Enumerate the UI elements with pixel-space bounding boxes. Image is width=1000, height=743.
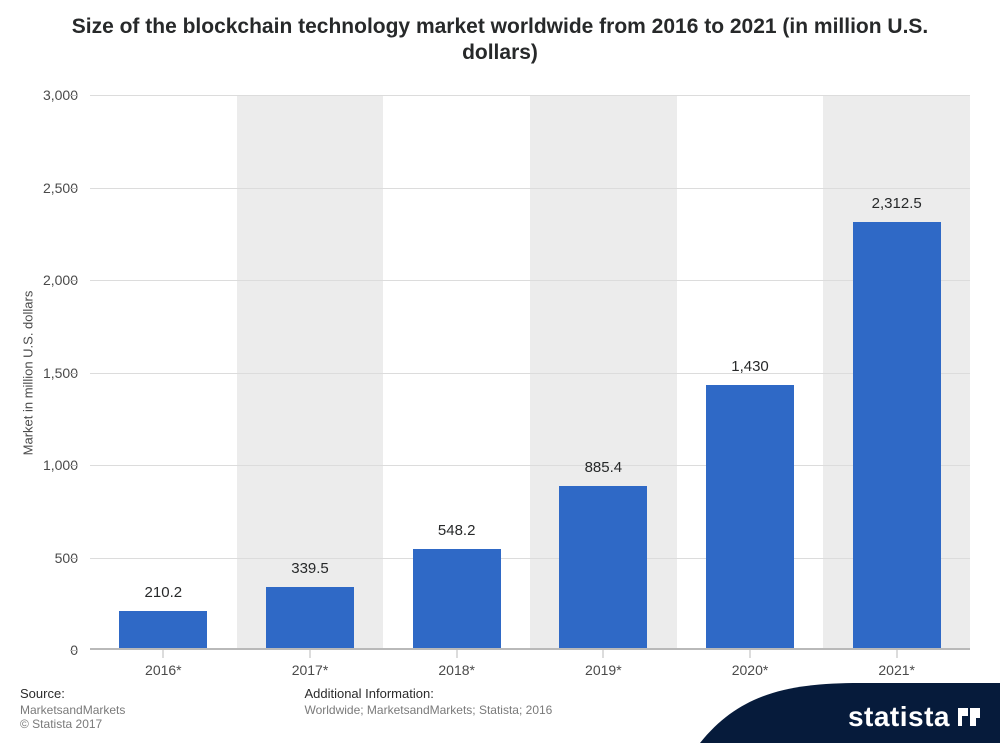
bar <box>413 549 501 650</box>
footer-source-block: Source: MarketsandMarkets © Statista 201… <box>20 685 300 731</box>
y-tick-mark <box>70 280 78 281</box>
bar-slot: 548.2 <box>383 95 530 650</box>
bar <box>853 222 941 650</box>
bar-value-label: 1,430 <box>731 358 769 375</box>
x-tick-label: 2019* <box>530 650 677 678</box>
additional-info-value: Worldwide; MarketsandMarkets; Statista; … <box>304 703 724 717</box>
plot: 210.2 339.5 548.2 885.4 1,430 2,312.5 <box>90 95 970 650</box>
bar <box>119 611 207 650</box>
bar-value-label: 339.5 <box>291 560 329 577</box>
additional-info-label: Additional Information: <box>304 686 433 701</box>
y-tick-mark <box>70 373 78 374</box>
y-tick-mark <box>70 188 78 189</box>
bar-slot: 339.5 <box>237 95 384 650</box>
x-tick-label: 2020* <box>677 650 824 678</box>
x-tick-mark <box>163 650 164 658</box>
x-tick-label: 2021* <box>823 650 970 678</box>
chart-title: Size of the blockchain technology market… <box>0 0 1000 67</box>
y-tick-mark <box>70 650 78 651</box>
bar <box>266 587 354 650</box>
x-tick-mark <box>896 650 897 658</box>
y-tick-mark <box>70 558 78 559</box>
x-tick-label: 2018* <box>383 650 530 678</box>
chart-container: Size of the blockchain technology market… <box>0 0 1000 743</box>
bars-group: 210.2 339.5 548.2 885.4 1,430 2,312.5 <box>90 95 970 650</box>
bar-slot: 210.2 <box>90 95 237 650</box>
chart-plot-area: 210.2339.5548.2885.41,4302,312.5 05001,0… <box>90 95 970 650</box>
x-tick-mark <box>310 650 311 658</box>
footer-additional-block: Additional Information: Worldwide; Marke… <box>304 685 724 717</box>
x-tick-label: 2017* <box>237 650 384 678</box>
bar-slot: 885.4 <box>530 95 677 650</box>
x-tick-mark <box>750 650 751 658</box>
y-tick-mark <box>70 465 78 466</box>
y-axis-label: Market in million U.S. dollars <box>21 290 36 455</box>
statista-logo: statista <box>848 701 982 733</box>
x-tick-mark <box>456 650 457 658</box>
x-tick-label: 2016* <box>90 650 237 678</box>
bar-value-label: 2,312.5 <box>872 195 922 212</box>
bar <box>706 385 794 650</box>
bar-slot: 2,312.5 <box>823 95 970 650</box>
bar <box>559 486 647 650</box>
y-tick-mark <box>70 95 78 96</box>
bar-slot: 1,430 <box>677 95 824 650</box>
statista-badge: statista <box>700 683 1000 743</box>
bar-value-label: 210.2 <box>145 584 183 601</box>
x-axis-ticks: 2016*2017*2018*2019*2020*2021* <box>90 650 970 678</box>
x-tick-mark <box>603 650 604 658</box>
source-value: MarketsandMarkets <box>20 703 300 717</box>
copyright-text: © Statista 2017 <box>20 717 300 731</box>
bar-value-label: 885.4 <box>585 459 623 476</box>
statista-mark-icon <box>956 704 982 730</box>
bar-value-label: 548.2 <box>438 522 476 539</box>
source-label: Source: <box>20 686 65 701</box>
statista-wordmark: statista <box>848 701 950 733</box>
